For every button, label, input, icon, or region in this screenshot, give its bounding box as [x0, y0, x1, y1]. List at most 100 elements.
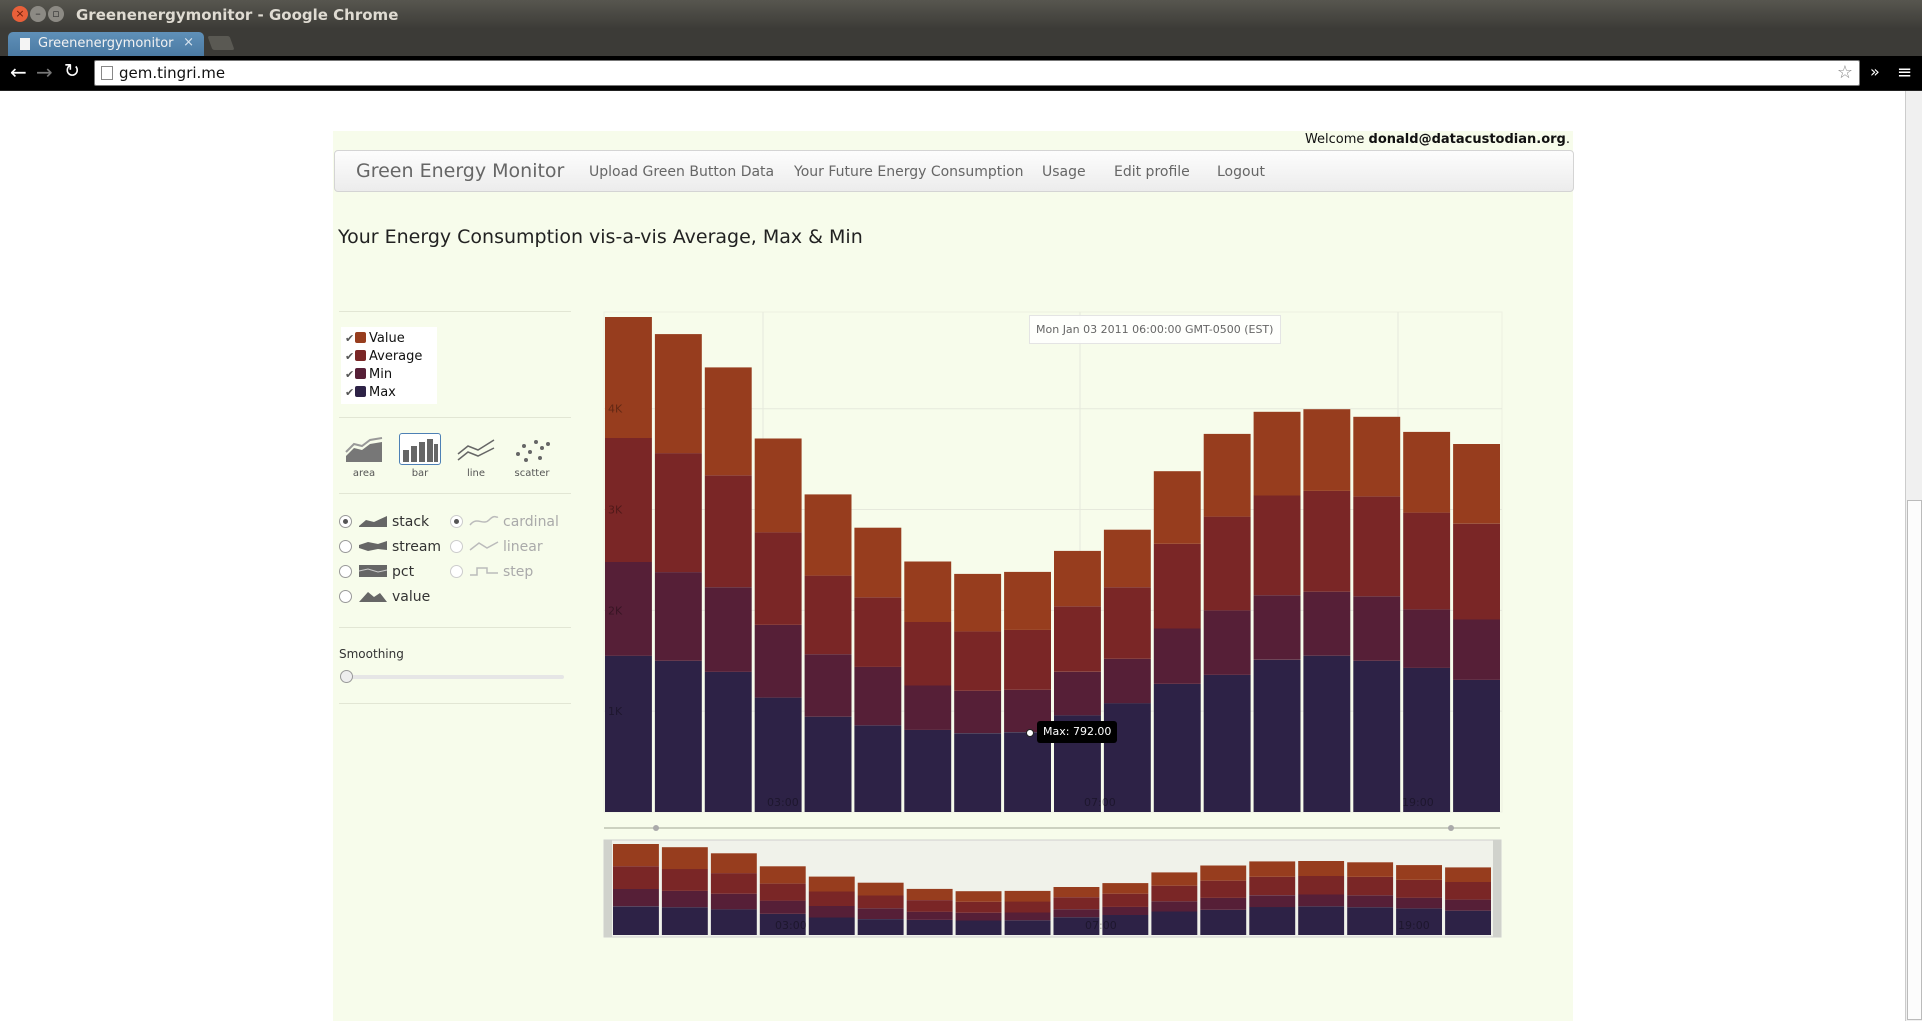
area-chart-icon[interactable]	[343, 433, 385, 465]
bar-chart-icon[interactable]	[399, 433, 441, 465]
scatter-chart-icon[interactable]	[511, 433, 553, 465]
renderer-line-option[interactable]: line	[453, 433, 499, 479]
preview-x-tick-label: 03:00	[775, 919, 807, 932]
check-icon[interactable]: ✔	[345, 350, 355, 363]
bar-segment-max	[654, 660, 702, 812]
percent-icon	[358, 565, 388, 577]
legend-item-average[interactable]: ✔ Average	[345, 349, 422, 364]
interpolation-linear-option[interactable]: linear	[450, 539, 543, 555]
radio-step[interactable]	[450, 565, 463, 578]
bar-segment-min	[954, 690, 1002, 734]
preview-bar-segment-value	[906, 888, 953, 900]
tab-close-icon[interactable]: ×	[183, 35, 194, 50]
option-label: linear	[503, 539, 543, 555]
y-tick-label: 1K	[608, 705, 623, 718]
offset-value-option[interactable]: value	[339, 589, 430, 605]
bar-segment-value	[1153, 471, 1201, 544]
bar-segment-max	[804, 716, 852, 812]
offset-stack-option[interactable]: stack	[339, 514, 429, 530]
bar-segment-average	[804, 575, 852, 655]
legend-item-max[interactable]: ✔ Max	[345, 385, 396, 400]
menu-icon[interactable]: ≡	[1897, 62, 1913, 83]
bar-segment-value	[754, 438, 802, 533]
legend-label: Max	[369, 385, 396, 400]
address-bar[interactable]: gem.tingri.me ☆	[94, 60, 1860, 86]
back-icon[interactable]: ←	[10, 60, 27, 84]
bar-segment-average	[1203, 516, 1251, 611]
preview-x-tick-label: 07:00	[1085, 919, 1117, 932]
bar-segment-average	[1004, 629, 1051, 690]
nav-upload-green-button[interactable]: Upload Green Button Data	[589, 164, 775, 180]
nav-logout[interactable]: Logout	[1217, 164, 1265, 180]
nav-usage[interactable]: Usage	[1042, 164, 1086, 180]
legend-label: Value	[369, 331, 405, 346]
renderer-label: area	[352, 468, 376, 479]
check-icon[interactable]: ✔	[345, 386, 355, 399]
smoothing-slider-handle[interactable]	[340, 670, 353, 683]
radio-stream[interactable]	[339, 540, 352, 553]
renderer-scatter-option[interactable]: scatter	[509, 433, 555, 479]
bar-segment-max	[704, 671, 752, 812]
check-icon[interactable]: ✔	[345, 332, 355, 345]
bar-segment-min	[1303, 591, 1351, 656]
preview-bar-segment-min	[1445, 899, 1491, 911]
preview-bar-segment-average	[1053, 897, 1100, 910]
preview-bar-segment-average	[1004, 901, 1051, 913]
offset-stream-option[interactable]: stream	[339, 539, 441, 555]
window-close-button[interactable]: ×	[12, 6, 28, 22]
preview-bar-segment-value	[710, 853, 757, 874]
radio-pct[interactable]	[339, 565, 352, 578]
interpolation-cardinal-option[interactable]: cardinal	[450, 514, 559, 530]
radio-cardinal[interactable]	[450, 515, 463, 528]
reload-icon[interactable]: ↻	[64, 60, 80, 82]
bar-segment-min	[1153, 628, 1201, 684]
welcome-suffix: .	[1565, 132, 1570, 147]
line-chart-icon[interactable]	[455, 433, 497, 465]
preview-bar-segment-max	[710, 909, 757, 935]
url-text[interactable]: gem.tingri.me	[119, 64, 226, 82]
nav-future-energy[interactable]: Your Future Energy Consumption	[794, 164, 1024, 180]
preview-bar-segment-min	[1396, 897, 1442, 909]
bar-segment-min	[1103, 658, 1151, 704]
bar-segment-average	[1153, 543, 1201, 629]
brand-link[interactable]: Green Energy Monitor	[356, 160, 565, 182]
preview-bar-segment-min	[857, 908, 904, 919]
radio-stack[interactable]	[339, 515, 352, 528]
interpolation-step-option[interactable]: step	[450, 564, 533, 580]
preview-x-tick-label: 19:00	[1398, 919, 1430, 932]
nav-edit-profile[interactable]: Edit profile	[1114, 164, 1190, 180]
legend-item-value[interactable]: ✔ Value	[345, 331, 405, 346]
preview-bar-segment-max	[955, 920, 1002, 935]
divider	[339, 311, 571, 312]
legend-item-min[interactable]: ✔ Min	[345, 367, 392, 382]
option-label: pct	[392, 564, 415, 580]
bookmark-star-icon[interactable]: ☆	[1836, 62, 1853, 83]
preview-bar-segment-value	[1347, 862, 1394, 877]
radio-value[interactable]	[339, 590, 352, 603]
step-icon	[470, 567, 498, 576]
browser-tab[interactable]: Greenenergymonitor ×	[8, 32, 204, 56]
window-minimize-button[interactable]: –	[30, 6, 46, 22]
hover-time-tooltip: Mon Jan 03 2011 06:00:00 GMT-0500 (EST)	[1029, 315, 1281, 344]
hover-value-tooltip: Max: 792.00	[1037, 721, 1118, 743]
divider	[339, 703, 571, 704]
smoothing-slider[interactable]	[340, 670, 564, 683]
bar-segment-average	[654, 453, 702, 573]
window-maximize-button[interactable]: ▫	[48, 6, 64, 22]
check-icon[interactable]: ✔	[345, 368, 355, 381]
forward-icon[interactable]: →	[36, 60, 53, 84]
preview-bar-segment-min	[1298, 894, 1345, 907]
x-tick-label: 03:00	[767, 796, 799, 809]
offset-pct-option[interactable]: pct	[339, 564, 414, 580]
preview-bar-segment-value	[857, 882, 904, 896]
renderer-bar-option[interactable]: bar	[397, 433, 443, 479]
radio-linear[interactable]	[450, 540, 463, 553]
preview-bar-segment-max	[906, 919, 953, 935]
preview-bar-segment-value	[1200, 865, 1247, 881]
window-titlebar: × – ▫ Greenenergymonitor - Google Chrome	[0, 0, 1922, 29]
value-icon	[359, 592, 387, 602]
extensions-overflow-icon[interactable]: »	[1870, 62, 1880, 81]
preview-bar-segment-min	[1347, 895, 1394, 908]
renderer-area-option[interactable]: area	[341, 433, 387, 479]
